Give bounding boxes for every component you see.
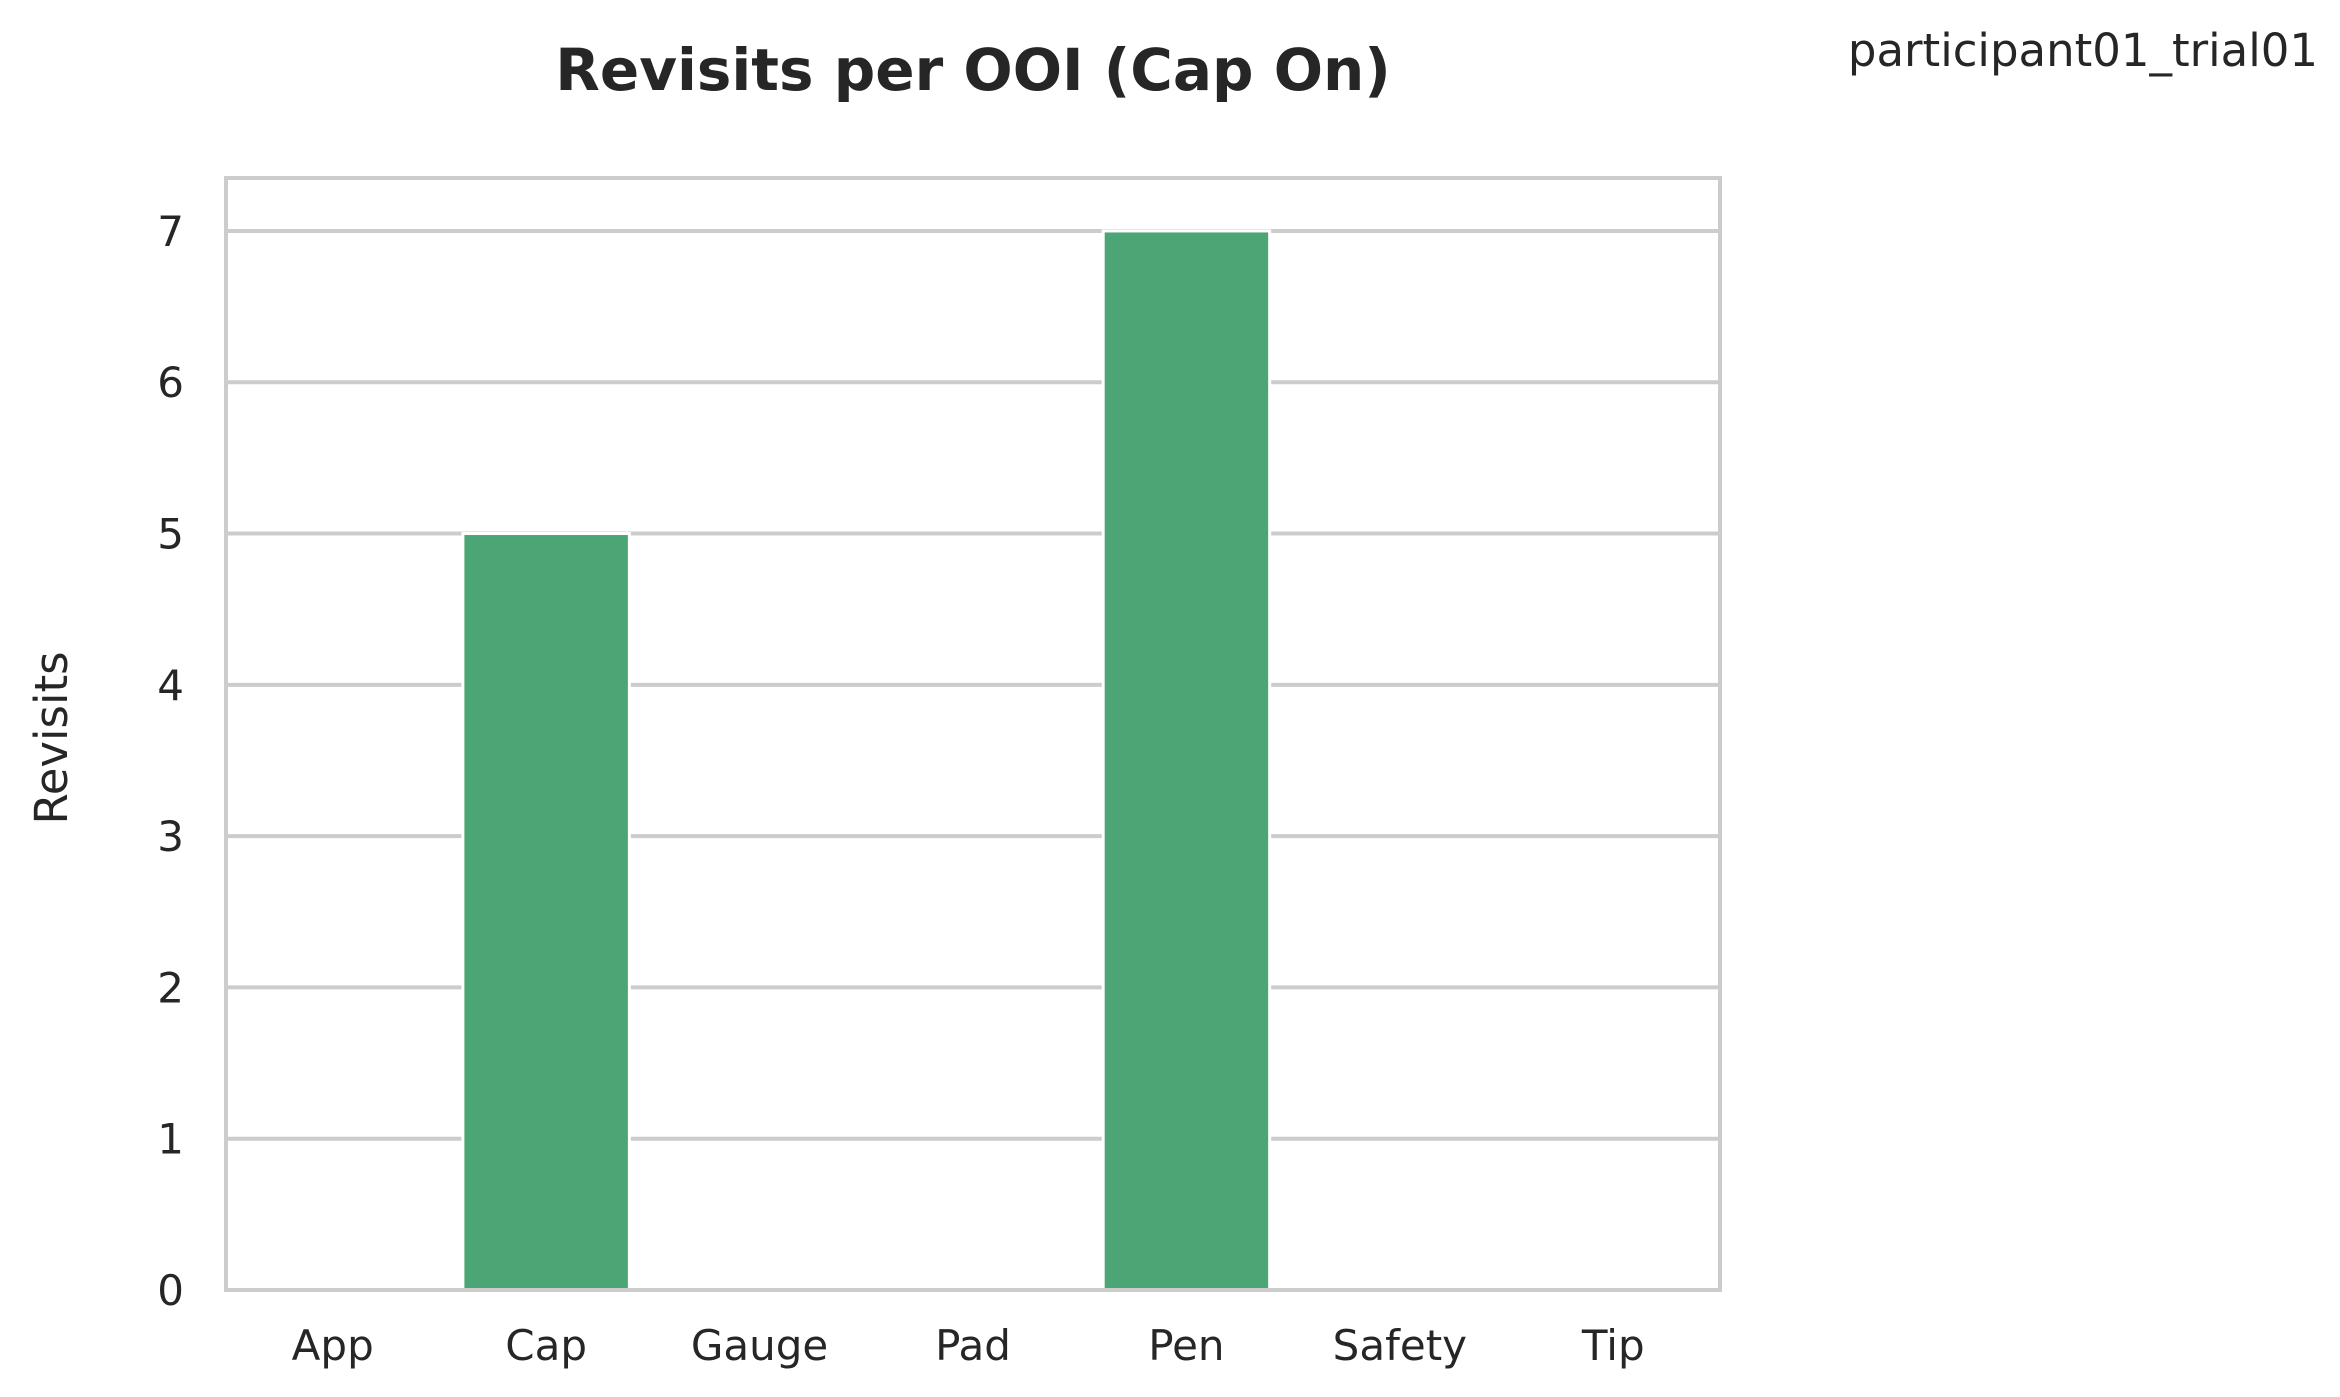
x-tick-label: Pad	[935, 1321, 1011, 1370]
gridlines	[226, 228, 1720, 1292]
y-tick-label: 7	[157, 207, 184, 256]
bar-cap	[461, 532, 631, 1292]
y-tick-label: 3	[157, 812, 184, 861]
y-axis-label: Revisits	[25, 651, 78, 824]
x-tick-label: Cap	[505, 1321, 587, 1370]
x-tick-label: Tip	[1581, 1321, 1645, 1370]
x-tick-labels: App Cap Gauge Pad Pen Safety Tip	[292, 1321, 1645, 1370]
x-tick-label: Pen	[1148, 1321, 1224, 1370]
y-tick-label: 1	[157, 1115, 184, 1164]
x-tick-label: App	[292, 1321, 374, 1370]
x-tick-label: Safety	[1333, 1321, 1467, 1370]
y-tick-label: 6	[157, 358, 184, 407]
chart-title: Revisits per OOI (Cap On)	[555, 36, 1391, 104]
y-tick-label: 2	[157, 963, 184, 1012]
plot-frame	[224, 176, 1722, 1292]
trial-label: participant01_trial01	[1848, 24, 2318, 77]
bar-pen	[1101, 229, 1272, 1292]
bars	[461, 229, 1272, 1292]
y-tick-labels: 0 1 2 3 4 5 6 7	[157, 207, 184, 1315]
y-tick-label: 4	[157, 661, 184, 710]
y-tick-label: 0	[157, 1266, 184, 1315]
y-tick-label: 5	[157, 510, 184, 559]
x-tick-label: Gauge	[691, 1321, 828, 1370]
